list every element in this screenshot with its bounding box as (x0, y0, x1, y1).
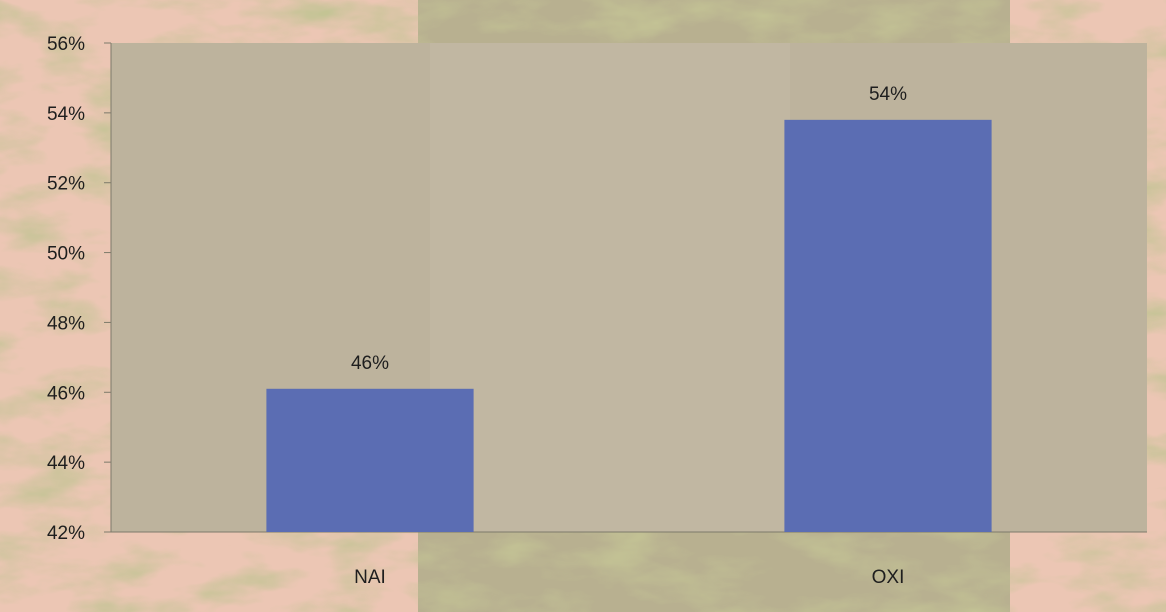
y-tick-label: 44% (47, 453, 85, 474)
plot-area-sheen (430, 43, 790, 532)
y-tick-label: 48% (47, 313, 85, 334)
y-tick-label: 46% (47, 383, 85, 404)
bar-oxi (784, 119, 992, 532)
data-label-oxi: 54% (869, 84, 907, 105)
y-tick-label: 54% (47, 104, 85, 125)
y-tick-label: 52% (47, 174, 85, 195)
bar-nai (266, 388, 474, 532)
y-tick-label: 42% (47, 523, 85, 544)
x-tick-label-nai: NAI (354, 567, 386, 588)
data-labels: 46% 54% (351, 84, 907, 374)
data-label-nai: 46% (351, 353, 389, 374)
y-axis-ticks: 42% 44% 46% 48% 50% 52% 54% 56% (47, 34, 111, 544)
y-tick-label: 50% (47, 244, 85, 265)
x-tick-label-oxi: OXI (872, 567, 905, 588)
bars (266, 119, 992, 532)
y-tick-label: 56% (47, 34, 85, 55)
x-axis-labels: NAI OXI (354, 567, 904, 588)
